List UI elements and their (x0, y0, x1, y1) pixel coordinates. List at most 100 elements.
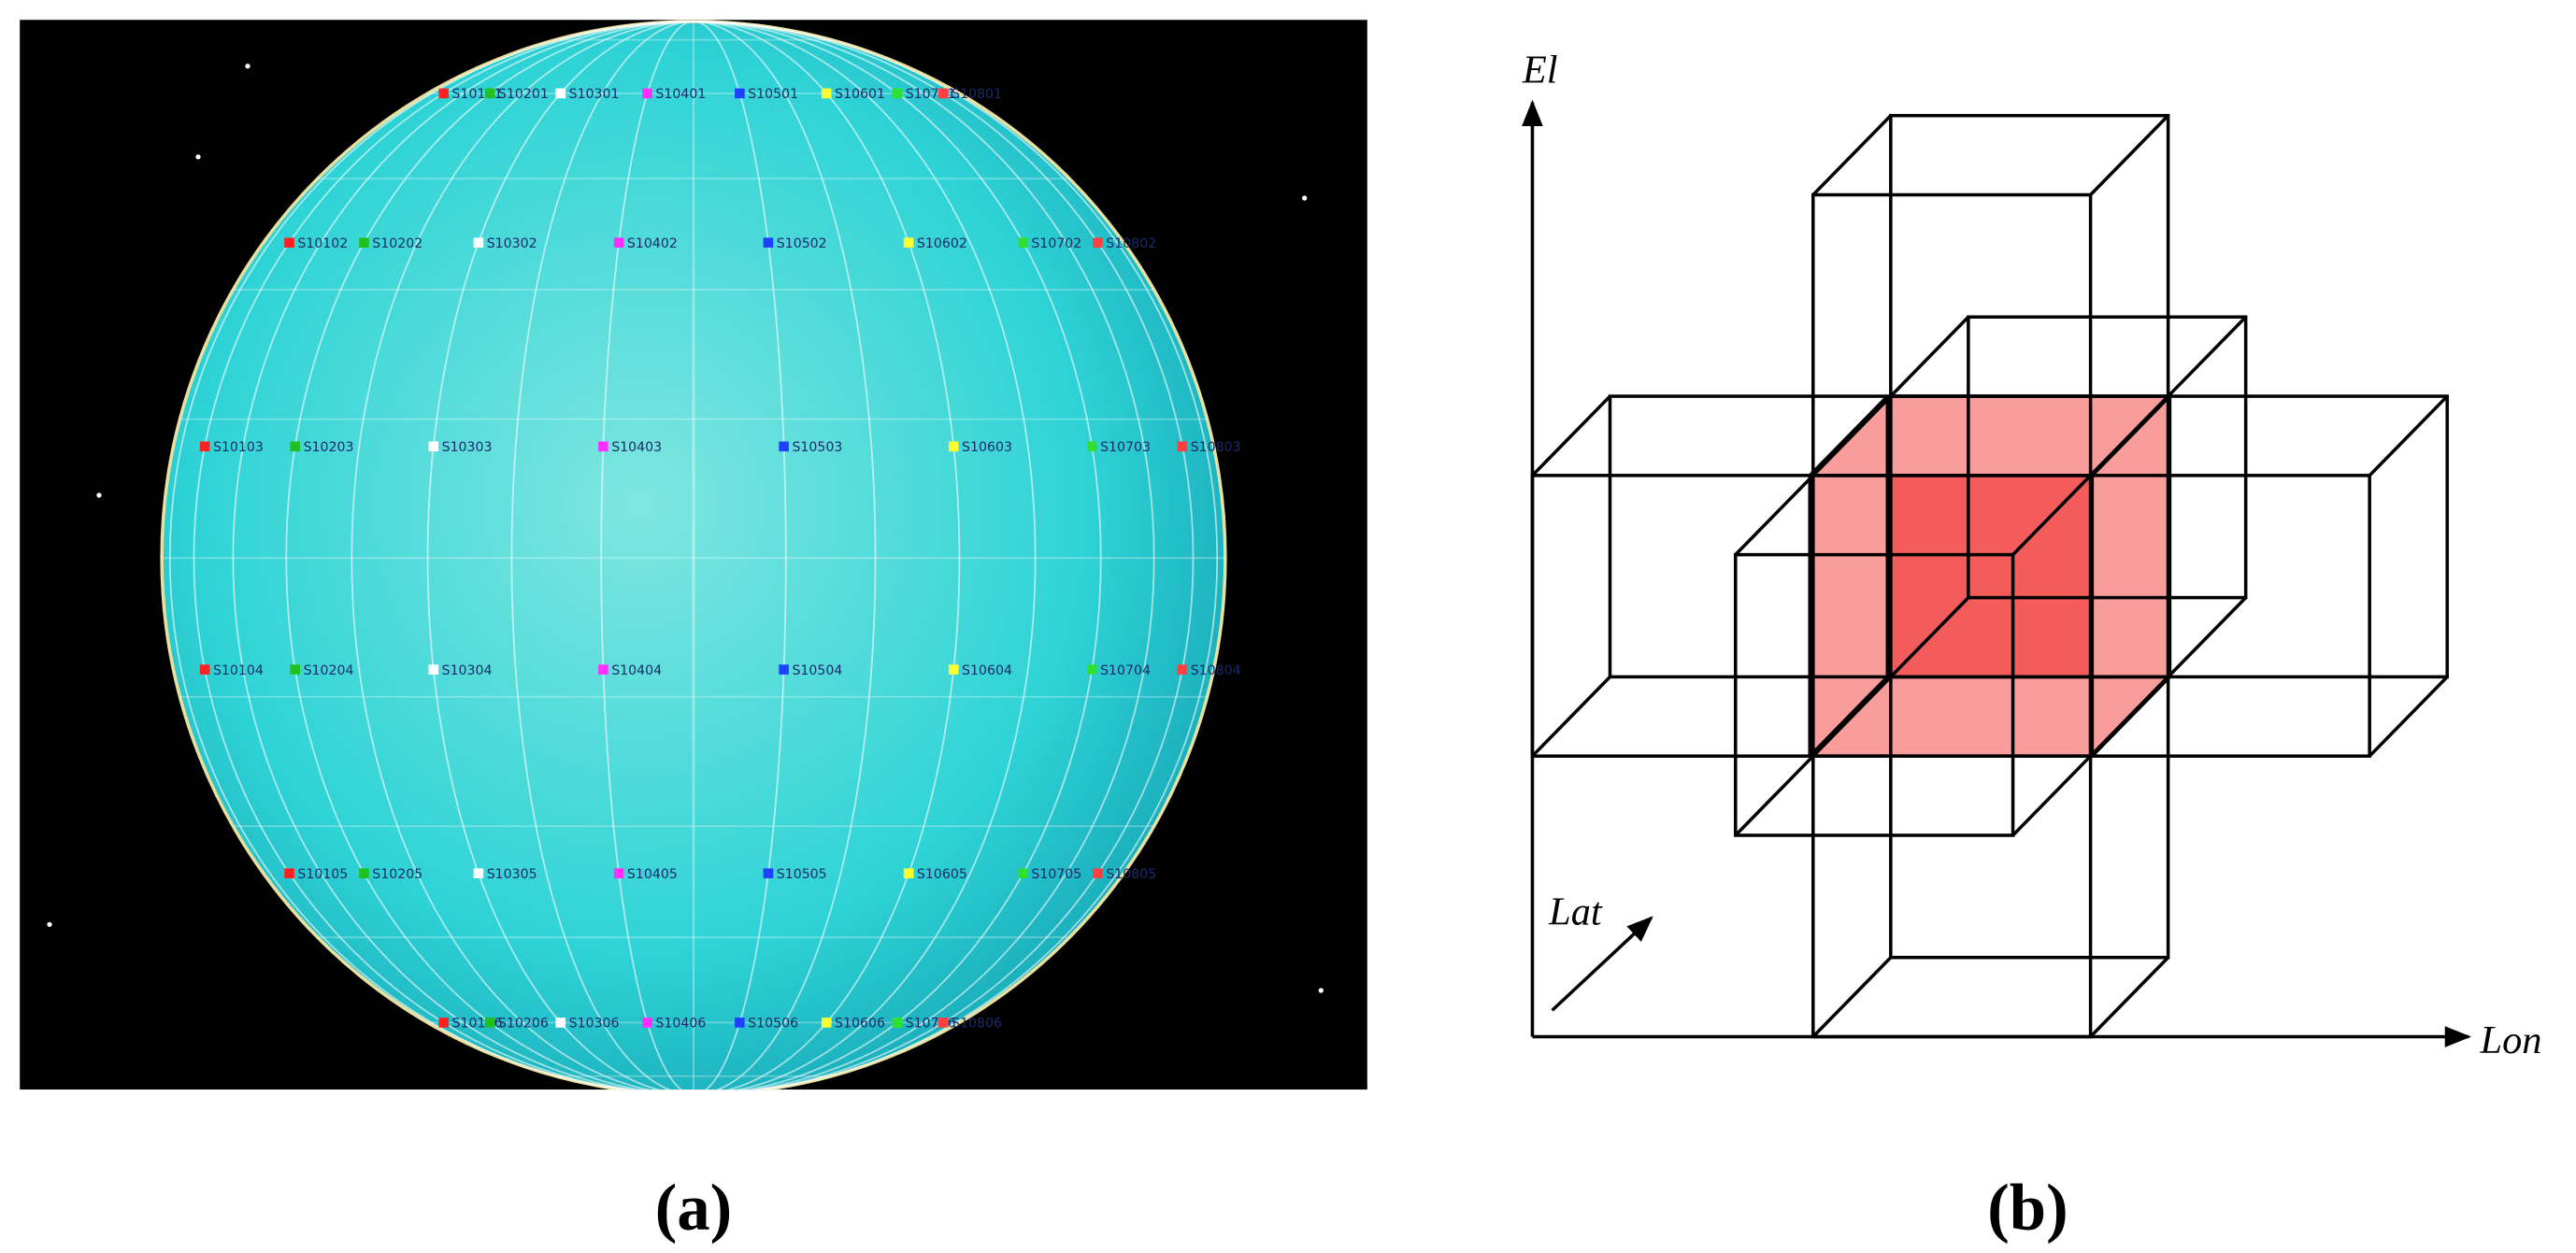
cube-edge (1608, 394, 1890, 679)
cube-edge (1811, 676, 1893, 758)
star (195, 154, 201, 160)
axis-label: Lon (2480, 1018, 2542, 1062)
meridian (169, 21, 1218, 1090)
satellite-label: S10305 (487, 867, 537, 882)
satellite-label: S10105 (297, 867, 348, 882)
globe-panel: S10101S10102S10103S10104S10105S10106S102… (20, 20, 1367, 1090)
star (245, 64, 250, 69)
satellite (428, 664, 439, 675)
cube-edge (2011, 754, 2092, 837)
satellite-label: S10206 (498, 1017, 549, 1032)
satellite-label: S10704 (1100, 663, 1151, 678)
cube-edge (1889, 394, 2170, 679)
cube-edge (1531, 394, 1611, 477)
satellite (1018, 237, 1028, 248)
meridian (426, 21, 961, 1090)
satellite (779, 664, 789, 675)
satellite (473, 868, 484, 878)
meridian (169, 21, 1218, 1090)
satellite (735, 88, 745, 99)
satellite-label: S10301 (569, 87, 620, 102)
panel-label: (a) (655, 1172, 732, 1245)
satellite (613, 868, 624, 878)
star (1318, 988, 1324, 993)
satellite-label: S10205 (372, 867, 422, 882)
cube-edge (1967, 315, 2248, 600)
satellite (598, 441, 608, 452)
satellite-label: S10504 (792, 663, 842, 678)
satellite-label: S10302 (487, 236, 537, 251)
satellite-label: S10405 (627, 867, 678, 882)
satellite-label: S10603 (962, 440, 1012, 455)
satellite (821, 1018, 832, 1028)
satellite (555, 88, 566, 99)
satellite (484, 1018, 495, 1028)
satellite-label: S10201 (498, 87, 549, 102)
satellite (438, 1018, 450, 1028)
satellite-label: S10304 (442, 663, 493, 678)
satellite-label: S10404 (611, 663, 662, 678)
satellite (484, 88, 495, 99)
meridian (232, 21, 1155, 1090)
satellite (937, 1018, 949, 1028)
meridian (351, 21, 1037, 1090)
cube-edge (1809, 394, 1889, 477)
cube-edge (2089, 676, 2169, 758)
globe: S10101S10102S10103S10104S10105S10106S102… (160, 20, 1241, 1090)
satellite (735, 1018, 745, 1028)
satellite (1093, 237, 1103, 248)
satellite-label: S10605 (917, 867, 967, 882)
satellite-label: S10102 (297, 236, 348, 251)
cube-edge (1811, 394, 1893, 477)
satellite-label: S10401 (655, 87, 706, 102)
cube-edge (2091, 394, 2171, 477)
satellite-label: S10804 (1191, 663, 1241, 678)
meridian (193, 21, 1195, 1090)
satellite (1177, 664, 1188, 675)
satellite (284, 237, 294, 248)
satellite-label: S10801 (952, 87, 1002, 102)
meridian (600, 21, 787, 1090)
satellite (642, 88, 652, 99)
satellite (199, 441, 210, 452)
meridian (510, 21, 877, 1090)
satellite (290, 664, 301, 675)
satellite (948, 441, 959, 452)
satellite (290, 441, 301, 452)
satellite-label: S10303 (442, 440, 493, 455)
satellite (903, 868, 914, 878)
satellite-label: S10104 (213, 663, 264, 678)
cube-edge (1733, 552, 2015, 837)
satellite-label: S10606 (835, 1017, 885, 1032)
cube-edge (2368, 394, 2449, 477)
cube-edge (1811, 956, 1893, 1038)
cube-edge (2368, 676, 2449, 758)
satellite-label: S10306 (569, 1017, 620, 1032)
meridian (285, 21, 1102, 1090)
satellite-label: S10702 (1031, 236, 1081, 251)
satellite (199, 664, 210, 675)
satellite-label: S10805 (1106, 867, 1156, 882)
sphere (160, 20, 1227, 1090)
satellite-label: S10803 (1191, 440, 1241, 455)
axis-label: Lat (1548, 890, 1603, 933)
satellite-label: S10506 (748, 1017, 798, 1032)
satellite (473, 237, 484, 248)
satellite (438, 88, 450, 99)
star (47, 921, 52, 928)
cube-diagram: El Lat Lon (1522, 48, 2542, 1062)
meridian (692, 21, 695, 1090)
satellite (1093, 868, 1103, 878)
satellite-label: S10806 (952, 1017, 1002, 1032)
satellite (642, 1018, 652, 1028)
satellite-label: S10703 (1100, 440, 1151, 455)
satellite (948, 664, 959, 675)
satellite (892, 1018, 903, 1028)
meridian (193, 21, 1195, 1090)
satellite (763, 237, 774, 248)
meridian (600, 21, 787, 1090)
satellite-label: S10501 (748, 87, 798, 102)
star (1302, 195, 1308, 201)
